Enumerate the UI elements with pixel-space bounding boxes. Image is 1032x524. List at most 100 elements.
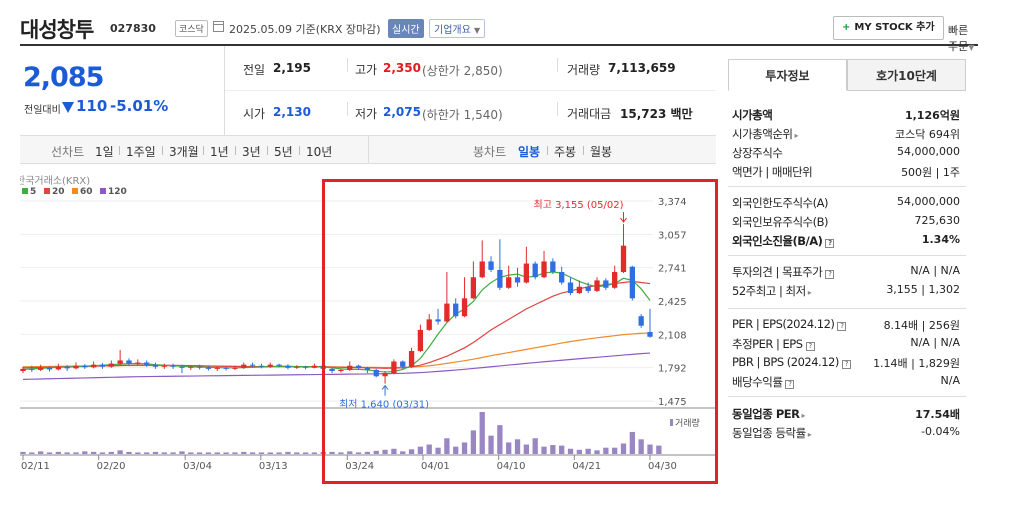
lower-limit: (하한가 1,540)	[422, 108, 503, 122]
y-tick-label: 1,475	[658, 397, 687, 408]
info-value: 725,630	[914, 214, 961, 227]
x-tick-label: 04/30	[648, 461, 677, 472]
volume-bar	[347, 451, 353, 454]
low-annotation: 최저 1,640 (03/31)	[339, 399, 429, 411]
period-1d[interactable]: 1일	[95, 145, 114, 159]
volume-bar	[46, 452, 53, 454]
info-row[interactable]: 동일업종 등락률 ▸ -0.04%	[732, 422, 964, 441]
volume-bar	[38, 451, 44, 454]
candle-body	[576, 286, 583, 294]
market-badge: 코스닥	[175, 20, 208, 37]
info-key: PBR | BPS (2024.12)?	[732, 355, 851, 369]
help-icon[interactable]: ?	[785, 380, 795, 389]
volume-bar	[232, 452, 238, 454]
quick-order-button[interactable]: 빠른주문▼	[948, 22, 978, 54]
x-tick-label: 03/04	[183, 461, 212, 472]
period-1y[interactable]: 1년	[210, 145, 229, 159]
candle-body	[99, 364, 106, 367]
info-row: 추정PER | EPS? N/A | N/A	[732, 333, 964, 352]
info-key: 상장주식수	[732, 146, 783, 160]
price-chart[interactable]: 한국거래소(KRX) 5 20 60 120 3,374 3,057 2,741 2,425 2,…	[20, 168, 716, 480]
candle-body	[117, 360, 123, 364]
candle-body	[559, 271, 565, 283]
candle-chart-button[interactable]: 봉차트	[473, 145, 507, 159]
help-icon[interactable]: ?	[805, 342, 815, 351]
y-tick-label: 2,741	[658, 264, 687, 275]
price-row-2: 시가 2,130 저가 2,075 (하한가 1,540) 거래대금 15,72…	[225, 90, 716, 134]
volume-bar	[638, 439, 644, 454]
volume-bar	[550, 445, 556, 454]
invest-info-panel: 투자정보 호가10단계 시가총액 1,126억원 시가총액순위 ▸ 코스닥 694위 상장…	[728, 59, 966, 509]
info-row: 상장주식수 54,000,000	[732, 142, 964, 161]
volume-bar	[82, 451, 88, 454]
amount-label: 거래대금	[567, 107, 612, 121]
candle-body	[126, 360, 132, 364]
arrow-right-icon: ▸	[794, 131, 798, 140]
section-divider	[728, 308, 966, 309]
help-icon[interactable]: ?	[825, 239, 835, 248]
candle-body	[64, 366, 70, 369]
volume-bar	[90, 451, 97, 454]
x-tick-label: 03/13	[259, 461, 288, 472]
candle-body	[488, 261, 494, 270]
info-key: 외국인한도주식수(A)	[732, 196, 828, 210]
y-tick-label: 2,425	[658, 297, 687, 308]
period-1w[interactable]: 1주일	[126, 145, 156, 159]
info-row[interactable]: 동일업종 PER ▸ 17.54배	[732, 403, 964, 422]
info-row: 배당수익률? N/A	[732, 371, 964, 390]
tab-orderbook[interactable]: 호가10단계	[847, 59, 966, 91]
period-10y[interactable]: 10년	[306, 145, 333, 159]
volume-bar	[364, 451, 371, 454]
period-3y[interactable]: 3년	[242, 145, 261, 159]
candle-monthly[interactable]: 월봉	[590, 145, 613, 159]
volume-bar	[620, 443, 627, 454]
candle-body	[82, 365, 88, 368]
mystock-add-button[interactable]: + MY STOCK 추가	[833, 16, 944, 40]
info-value: 500원 | 1주	[901, 166, 960, 179]
info-value: N/A | N/A	[910, 264, 960, 277]
volume-bar	[329, 451, 335, 454]
arrow-right-icon: ▸	[807, 430, 812, 439]
candle-body	[355, 365, 362, 368]
info-row[interactable]: 52주최고 | 최저 ▸ 3,155 | 1,302	[732, 280, 964, 299]
line-chart-button[interactable]: 선차트	[51, 145, 85, 159]
volume-bar	[29, 452, 35, 454]
candle-body	[294, 366, 300, 368]
candle-body	[46, 367, 53, 370]
period-3m[interactable]: 3개월	[169, 145, 199, 159]
volume-bar	[143, 452, 150, 454]
invest-tabs: 투자정보 호가10단계	[728, 59, 966, 91]
info-value: N/A	[940, 374, 960, 387]
candle-daily[interactable]: 일봉	[518, 145, 541, 159]
prev-value: 2,195	[273, 61, 311, 75]
volume-bar	[400, 451, 406, 454]
candle-body	[338, 369, 344, 371]
corp-info-button[interactable]: 기업개요 ▼	[429, 19, 486, 38]
calendar-icon	[213, 21, 224, 32]
help-icon[interactable]: ?	[825, 270, 835, 279]
realtime-button[interactable]: 실시간	[388, 19, 424, 38]
candle-body	[364, 367, 371, 370]
candle-weekly[interactable]: 주봉	[554, 145, 577, 159]
volume-bar	[532, 438, 538, 454]
amount-value: 15,723 백만	[620, 107, 693, 121]
candle-body	[479, 261, 485, 278]
help-icon[interactable]: ?	[841, 360, 851, 369]
info-key: PER | EPS(2024.12)?	[732, 317, 847, 331]
volume-bar	[55, 451, 61, 454]
candle-body	[38, 367, 44, 370]
period-5y[interactable]: 5년	[274, 145, 293, 159]
x-tick-label: 03/24	[345, 461, 374, 472]
tab-invest-info[interactable]: 투자정보	[728, 59, 847, 91]
high-value: 2,350	[383, 61, 421, 75]
candle-body	[550, 261, 556, 272]
volume-bar	[241, 451, 247, 454]
volume-bar	[302, 452, 309, 454]
legend-swatch-120	[100, 188, 106, 194]
volume-bar	[188, 452, 194, 454]
info-row[interactable]: 시가총액순위 ▸ 코스닥 694위	[732, 123, 964, 142]
volume-bar	[355, 452, 362, 454]
info-value: 17.54배	[915, 408, 960, 421]
volume-bar	[196, 452, 203, 454]
help-icon[interactable]: ?	[837, 322, 847, 331]
